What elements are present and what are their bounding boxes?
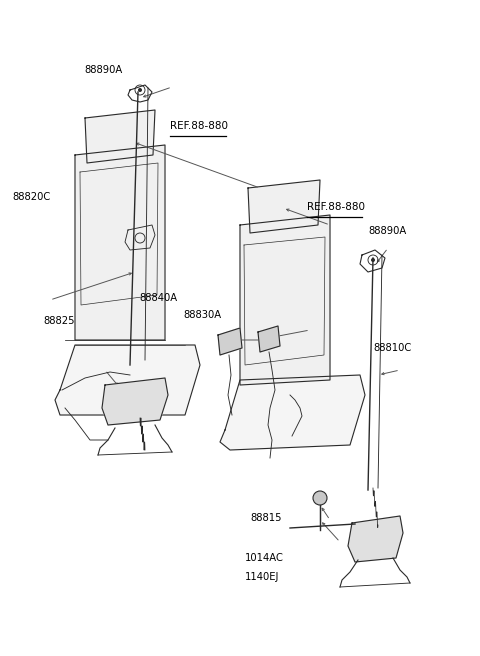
- Polygon shape: [55, 345, 200, 415]
- Text: 88815: 88815: [251, 513, 282, 523]
- Text: 1140EJ: 1140EJ: [245, 572, 279, 583]
- Text: 88890A: 88890A: [84, 65, 122, 75]
- Polygon shape: [220, 375, 365, 450]
- Text: 88825: 88825: [43, 316, 75, 327]
- Circle shape: [371, 258, 375, 262]
- Polygon shape: [102, 378, 168, 425]
- Circle shape: [313, 491, 327, 505]
- Circle shape: [138, 88, 142, 92]
- Polygon shape: [348, 516, 403, 562]
- Text: REF.88-880: REF.88-880: [170, 121, 228, 131]
- Text: REF.88-880: REF.88-880: [307, 201, 365, 212]
- Polygon shape: [258, 326, 280, 352]
- Text: 88820C: 88820C: [12, 192, 50, 202]
- Text: 88830A: 88830A: [184, 310, 222, 320]
- Text: 88890A: 88890A: [369, 226, 407, 236]
- Polygon shape: [218, 328, 242, 355]
- Polygon shape: [240, 215, 330, 385]
- Polygon shape: [75, 145, 165, 340]
- Text: 88810C: 88810C: [373, 342, 412, 353]
- Polygon shape: [248, 180, 320, 233]
- Text: 88840A: 88840A: [139, 293, 177, 304]
- Text: 1014AC: 1014AC: [245, 552, 284, 563]
- Polygon shape: [85, 110, 155, 163]
